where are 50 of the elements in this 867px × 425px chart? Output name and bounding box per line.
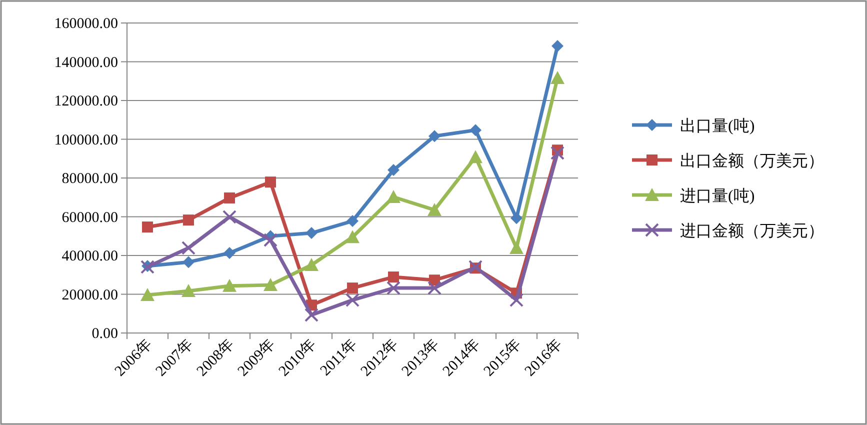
point — [428, 130, 440, 142]
point — [470, 124, 482, 136]
point — [224, 246, 236, 259]
point — [182, 240, 196, 255]
point — [346, 215, 358, 228]
point — [428, 202, 442, 216]
point — [347, 282, 358, 294]
point — [264, 278, 278, 291]
y-tick-label: 100000.00 — [54, 132, 118, 148]
point — [510, 212, 522, 224]
legend-label: 出口量(吨) — [680, 117, 755, 135]
point — [142, 222, 153, 233]
point — [550, 146, 564, 160]
legend-label: 进口金额（万美元） — [680, 222, 824, 240]
point — [346, 293, 360, 308]
point — [550, 71, 564, 84]
y-tick-label: 140000.00 — [54, 54, 118, 71]
point — [346, 230, 360, 244]
point — [264, 233, 278, 247]
point — [304, 258, 318, 271]
point — [222, 210, 236, 224]
point — [182, 256, 194, 268]
point — [388, 164, 400, 176]
point — [552, 40, 564, 52]
y-tick-label: 20000.00 — [62, 287, 118, 304]
y-tick-label: 0.00 — [92, 326, 118, 342]
point — [183, 214, 194, 226]
point — [140, 288, 154, 302]
point — [306, 227, 318, 240]
point — [468, 260, 482, 274]
y-tick-label: 160000.00 — [54, 16, 118, 32]
y-tick-label: 40000.00 — [62, 248, 118, 264]
y-tick-label: 120000.00 — [54, 94, 118, 110]
x-tick-label: 2011年 — [316, 336, 360, 380]
y-tick-label: 80000.00 — [62, 171, 118, 187]
point — [386, 281, 400, 296]
point — [510, 240, 524, 254]
legend-label: 进口量(吨) — [680, 187, 755, 205]
point — [468, 150, 482, 164]
point — [265, 176, 276, 188]
point — [388, 272, 399, 283]
point — [304, 308, 318, 322]
y-tick-label: 60000.00 — [62, 210, 118, 226]
point — [428, 281, 442, 296]
point — [386, 190, 400, 203]
point — [510, 293, 524, 308]
point — [182, 284, 196, 297]
legend-label: 出口金额（万美元） — [680, 152, 824, 170]
point — [222, 278, 236, 292]
point — [224, 192, 235, 204]
